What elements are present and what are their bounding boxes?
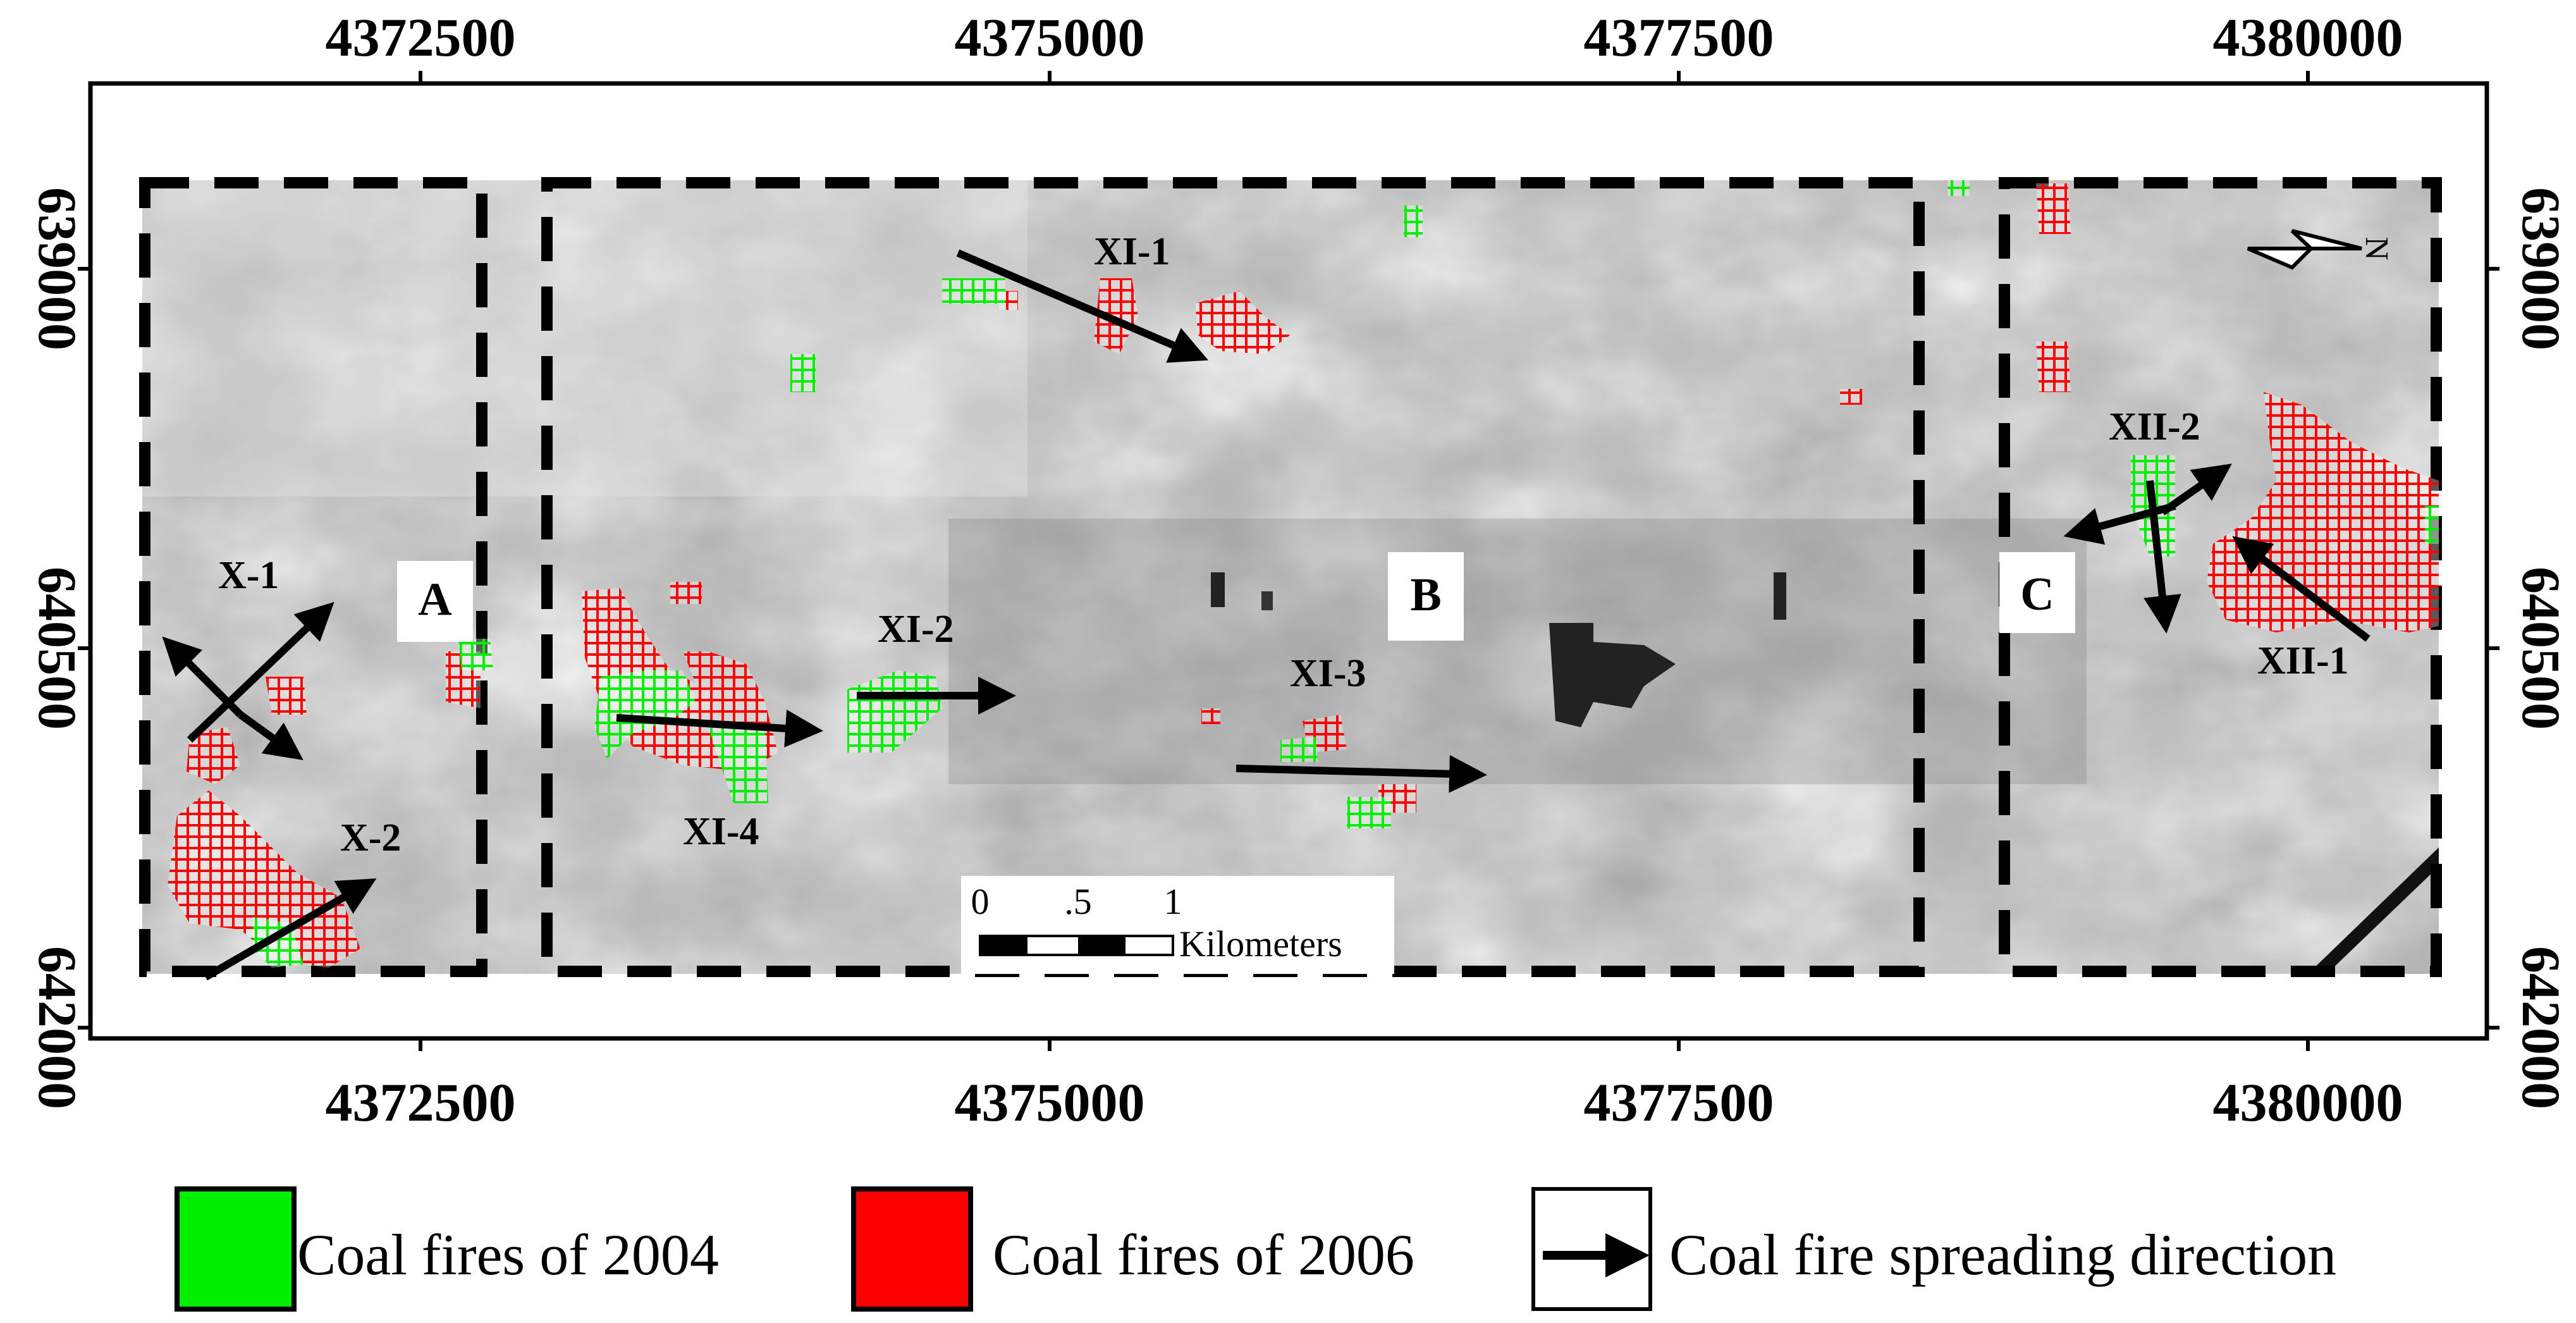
right-axis-label: 640500	[2511, 567, 2572, 730]
zone-label-xi2: XI-2	[878, 608, 954, 651]
right-axis-label: 642000	[2511, 946, 2572, 1109]
box-label-c: C	[1999, 552, 2075, 633]
arrow-x1-b	[238, 711, 304, 761]
box-label-a-text: A	[418, 574, 451, 625]
green-square-icon	[175, 1186, 297, 1312]
legend-label-arrow: Coal fire spreading direction	[1669, 1222, 2336, 1287]
satellite-image	[142, 180, 2439, 974]
bottom-axis-label: 4380000	[2213, 1072, 2403, 1133]
box-label-a: A	[397, 561, 473, 642]
left-axis: 639000 640500 642000	[27, 187, 88, 1109]
bottom-axis: 4372500 4375000 4377500 4380000	[326, 1072, 2403, 1133]
left-axis-label: 642000	[27, 946, 88, 1109]
axis-ticks	[78, 71, 2499, 1051]
legend-label-2006: Coal fires of 2006	[993, 1222, 1414, 1287]
left-axis-label: 639000	[27, 187, 88, 350]
arrow-x2	[204, 878, 377, 981]
zone-label-xii1: XII-1	[2257, 639, 2349, 682]
zone-label-xii2: XII-2	[2109, 405, 2200, 448]
arrow-xi1	[956, 249, 1209, 363]
scale-bar: 0 .5 1 Kilometers	[961, 876, 1394, 974]
north-label: N	[2358, 237, 2395, 261]
arrow-x1-c	[187, 601, 334, 743]
red-square-icon	[851, 1186, 973, 1312]
bottom-axis-label: 4375000	[955, 1072, 1145, 1133]
top-axis-label: 4375000	[955, 7, 1145, 68]
zone-label-xi4: XI-4	[683, 810, 759, 853]
legend-item-2004: Coal fires of 2004	[175, 1186, 719, 1312]
coal-fires-2004	[253, 180, 2439, 968]
legend-label-2004: Coal fires of 2004	[297, 1222, 719, 1287]
top-axis: 4372500 4375000 4377500 4380000	[326, 7, 2403, 68]
top-axis-label: 4372500	[326, 7, 516, 68]
zone-labels: X-1 X-2 XI-1 XI-2 XI-3 XI-4 XII-1 XII-2	[218, 230, 2349, 859]
right-axis-label: 639000	[2511, 187, 2572, 350]
bottom-axis-label: 4372500	[326, 1072, 516, 1133]
north-arrow: N	[2247, 229, 2395, 270]
box-label-c-text: C	[2020, 569, 2054, 620]
box-label-b: B	[1388, 552, 1464, 641]
scale-unit: Kilometers	[1179, 923, 1342, 964]
arrow-xi3	[1236, 754, 1487, 793]
left-axis-label: 640500	[27, 567, 88, 730]
top-axis-label: 4380000	[2213, 7, 2403, 68]
box-a	[139, 177, 488, 977]
right-axis: 639000 640500 642000	[2511, 187, 2572, 1109]
box-label-b-text: B	[1410, 569, 1441, 621]
zone-label-xi3: XI-3	[1290, 652, 1366, 695]
arrow-xii2-b	[2063, 502, 2176, 545]
legend-item-arrow: Coal fire spreading direction	[1531, 1187, 2336, 1311]
zone-label-xi1: XI-1	[1094, 230, 1170, 273]
arrow-xii2-a	[2143, 480, 2181, 634]
arrow-xii2-c	[2160, 464, 2232, 515]
scale-tick-0: 0	[971, 881, 990, 922]
spread-arrows	[162, 249, 2371, 981]
legend: Coal fires of 2004 Coal fires of 2006 Co…	[175, 1186, 2336, 1312]
arrow-xii1	[2232, 536, 2371, 642]
zone-label-x1: X-1	[218, 554, 279, 597]
scale-tick-05: .5	[1064, 881, 1092, 922]
scale-tick-1: 1	[1164, 881, 1182, 922]
box-b	[541, 177, 1925, 977]
bottom-axis-label: 4377500	[1584, 1072, 1774, 1133]
arrow-xi4	[616, 710, 823, 748]
legend-item-2006: Coal fires of 2006	[851, 1186, 1414, 1312]
zone-label-x2: X-2	[340, 816, 401, 859]
top-axis-label: 4377500	[1584, 7, 1774, 68]
